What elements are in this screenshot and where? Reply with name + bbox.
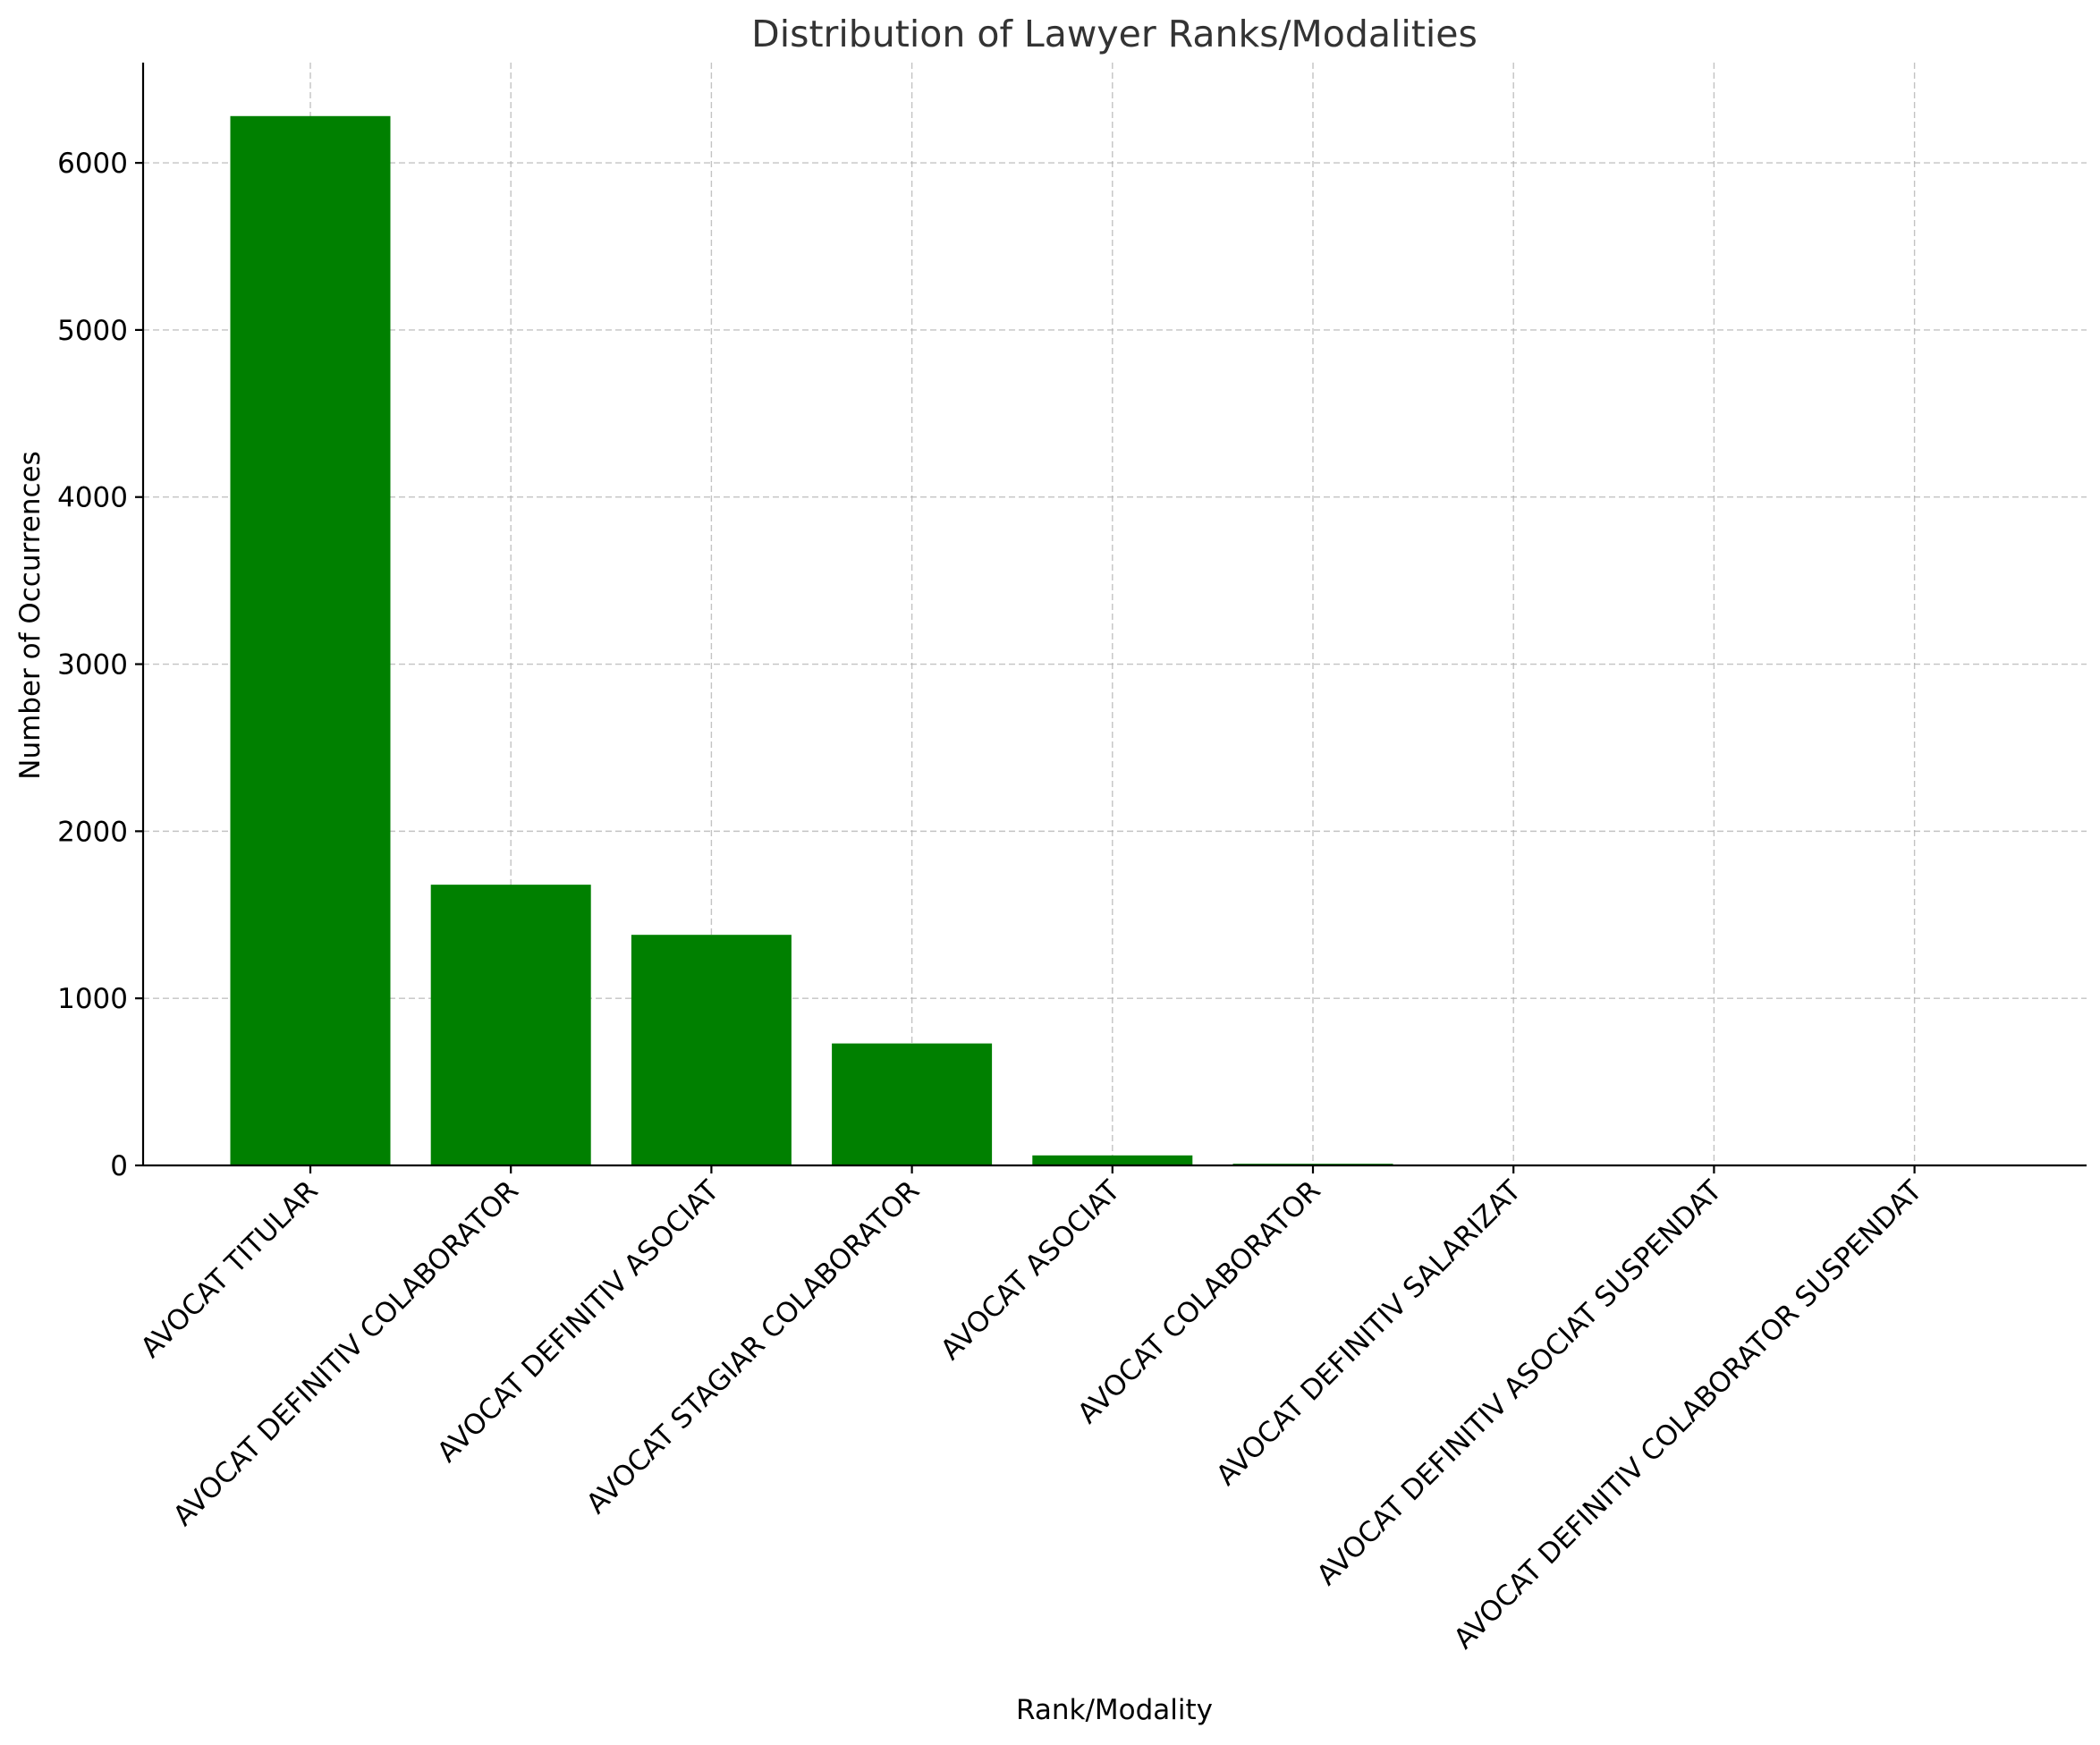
bar [631, 935, 792, 1165]
x-tick-label: AVOCAT DEFINITIV COLABORATOR [167, 1174, 525, 1532]
y-tick-label: 5000 [57, 315, 128, 347]
x-tick-label: AVOCAT STAGIAR COLABORATOR [580, 1174, 926, 1520]
y-axis-ticks: 0 1000 2000 3000 4000 5000 6000 [57, 148, 143, 1182]
y-tick-label: 1000 [57, 983, 128, 1015]
y-axis-label: Number of Occurrences [14, 451, 47, 780]
x-tick-label: AVOCAT DEFINITIV COLABORATOR SUSPENDAT [1448, 1173, 1929, 1655]
x-tick-label: AVOCAT ASOCIAT [935, 1173, 1127, 1366]
x-tick-label: AVOCAT TITULAR [135, 1174, 325, 1364]
x-tick-label: AVOCAT DEFINITIV ASOCIAT SUSPENDAT [1311, 1173, 1729, 1591]
y-tick-label: 4000 [57, 482, 128, 514]
bars [230, 115, 1995, 1165]
y-tick-label: 6000 [57, 148, 128, 180]
grid-lines [143, 63, 2087, 1166]
y-tick-label: 0 [110, 1150, 128, 1182]
bar [832, 1043, 993, 1165]
chart-title: Distribution of Lawyer Ranks/Modalities [751, 13, 1478, 55]
x-axis-label: Rank/Modality [1016, 1694, 1213, 1726]
y-tick-label: 2000 [57, 816, 128, 848]
bar [430, 885, 591, 1165]
y-tick-label: 3000 [57, 649, 128, 682]
bar [1032, 1155, 1193, 1165]
axes [141, 63, 2087, 1167]
bar [230, 115, 391, 1165]
